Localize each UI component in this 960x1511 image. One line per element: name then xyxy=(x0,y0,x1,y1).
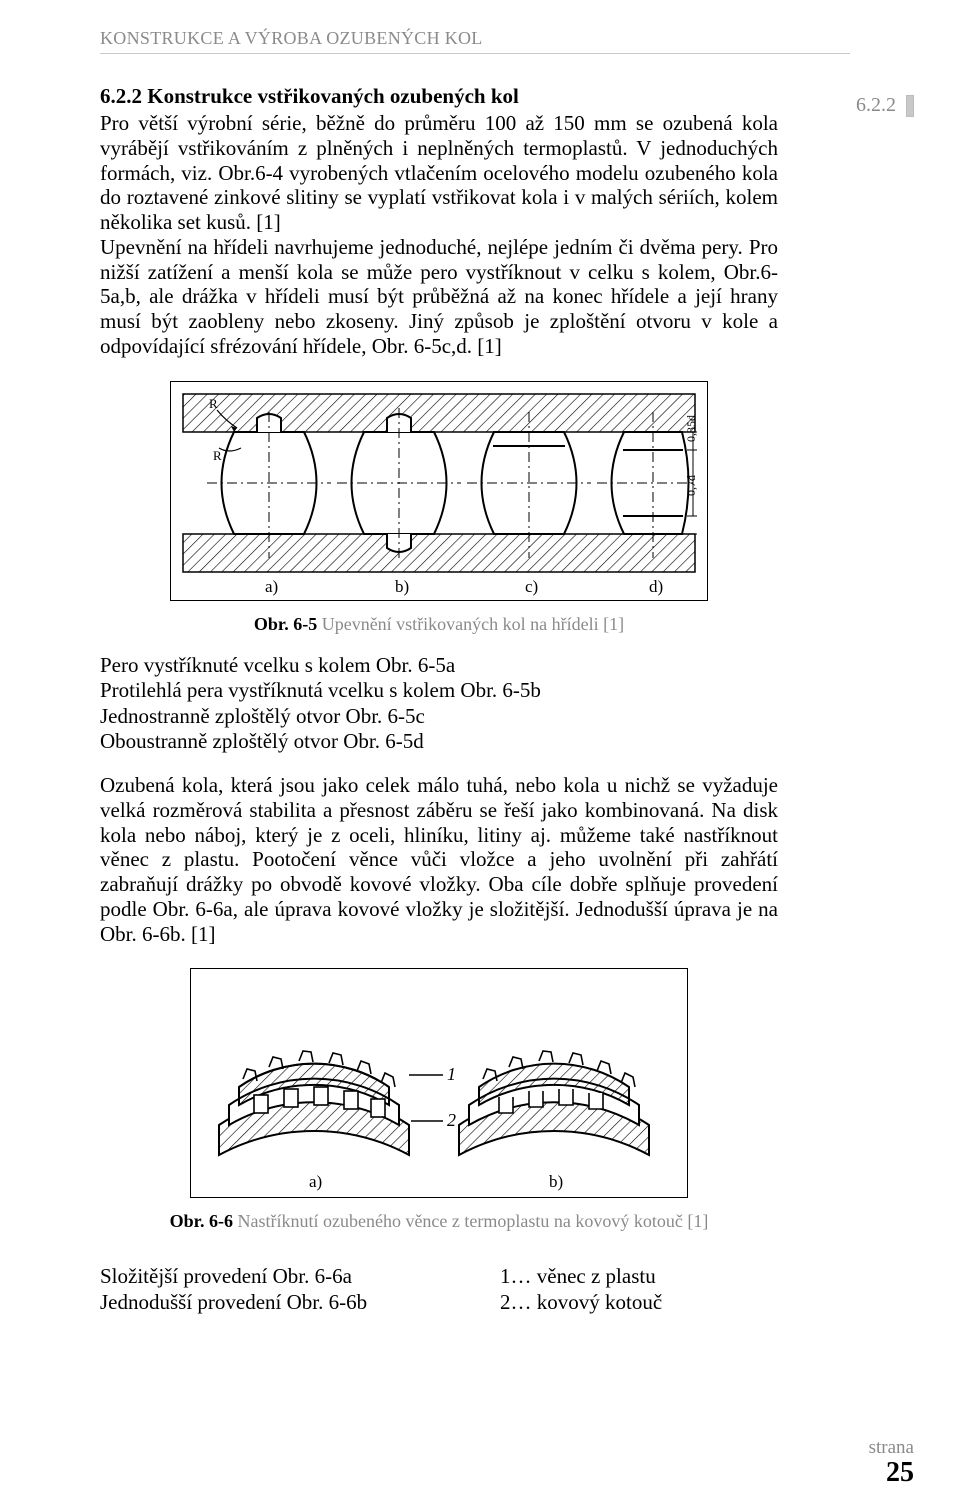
legend-left-2: Jednodušší provedení Obr. 6-6b xyxy=(100,1290,460,1316)
dim-R-left-2: R xyxy=(213,448,222,463)
running-header: KONSTRUKCE A VÝROBA OZUBENÝCH KOL xyxy=(100,28,850,49)
callout-2: 2 xyxy=(447,1110,456,1130)
footer-label: strana xyxy=(869,1437,914,1459)
wheel-a xyxy=(219,1051,409,1155)
dim-0-35d: 0,35d xyxy=(684,415,698,442)
figure-6-6-legend: Složitější provedení Obr. 6-6a Jednodušš… xyxy=(100,1264,778,1315)
body-column: 6.2.2 Konstrukce vstřikovaných ozubených… xyxy=(100,84,778,1316)
page-number: 25 xyxy=(869,1459,914,1487)
list-item: Jednostranně zploštělý otvor Obr. 6-5c xyxy=(100,704,778,730)
legend-left-col: Složitější provedení Obr. 6-6a Jednodušš… xyxy=(100,1264,460,1315)
paragraph-2: Upevnění na hřídeli navrhujeme jednoduch… xyxy=(100,235,778,359)
figure-6-5-legend-list: Pero vystříknuté vcelku s kolem Obr. 6-5… xyxy=(100,653,778,755)
fig1-caption-bold: Obr. 6-5 xyxy=(254,614,317,634)
list-item: Protilehlá pera vystříknutá vcelku s kol… xyxy=(100,678,778,704)
dim-R-left-1: R xyxy=(209,396,218,411)
section-heading: 6.2.2 Konstrukce vstřikovaných ozubených… xyxy=(100,84,778,109)
margin-section-ref: 6.2.2 xyxy=(856,94,914,117)
figure-6-6-svg: 1 2 a) b) xyxy=(199,975,679,1195)
page-footer: strana 25 xyxy=(869,1437,914,1487)
list-item: Pero vystříknuté vcelku s kolem Obr. 6-5… xyxy=(100,653,778,679)
dim-0-7d: 0,7d xyxy=(684,475,698,496)
legend-right-1: 1… věnec z plastu xyxy=(500,1264,778,1290)
margin-section-number: 6.2.2 xyxy=(856,94,896,117)
list-item: Oboustranně zploštělý otvor Obr. 6-5d xyxy=(100,729,778,755)
wheel-b xyxy=(459,1051,649,1155)
legend-right-col: 1… věnec z plastu 2… kovový kotouč xyxy=(500,1264,778,1315)
figure-6-6-box: 1 2 a) b) xyxy=(190,968,688,1198)
margin-bar-icon xyxy=(906,95,914,117)
fig1-label-b: b) xyxy=(395,577,409,596)
fig2-caption-bold: Obr. 6-6 xyxy=(170,1211,233,1231)
header-rule xyxy=(100,53,850,54)
fig2-caption-gray: Nastříknutí ozubeného věnce z termoplast… xyxy=(237,1211,708,1231)
page: KONSTRUKCE A VÝROBA OZUBENÝCH KOL 6.2.2 … xyxy=(0,0,960,1511)
fig2-label-a: a) xyxy=(309,1172,322,1191)
figure-6-5: R R xyxy=(100,381,778,606)
fig1-label-a: a) xyxy=(265,577,278,596)
legend-left-1: Složitější provedení Obr. 6-6a xyxy=(100,1264,460,1290)
legend-right-2: 2… kovový kotouč xyxy=(500,1290,778,1316)
figure-6-6-caption: Obr. 6-6 Nastříknutí ozubeného věnce z t… xyxy=(100,1211,778,1232)
fig1-caption-gray: Upevnění vstřikovaných kol na hřídeli [1… xyxy=(322,614,624,634)
fig2-label-b: b) xyxy=(549,1172,563,1191)
paragraph-1: Pro větší výrobní série, běžně do průměr… xyxy=(100,111,778,235)
figure-6-5-box: R R xyxy=(170,381,708,601)
fig1-label-d: d) xyxy=(649,577,663,596)
callout-1: 1 xyxy=(447,1064,456,1084)
figure-6-5-caption: Obr. 6-5 Upevnění vstřikovaných kol na h… xyxy=(100,614,778,635)
figure-6-5-svg: R R xyxy=(179,388,699,598)
paragraph-3: Ozubená kola, která jsou jako celek málo… xyxy=(100,773,778,946)
figure-6-6: 1 2 a) b) xyxy=(100,968,778,1203)
fig1-label-c: c) xyxy=(525,577,538,596)
